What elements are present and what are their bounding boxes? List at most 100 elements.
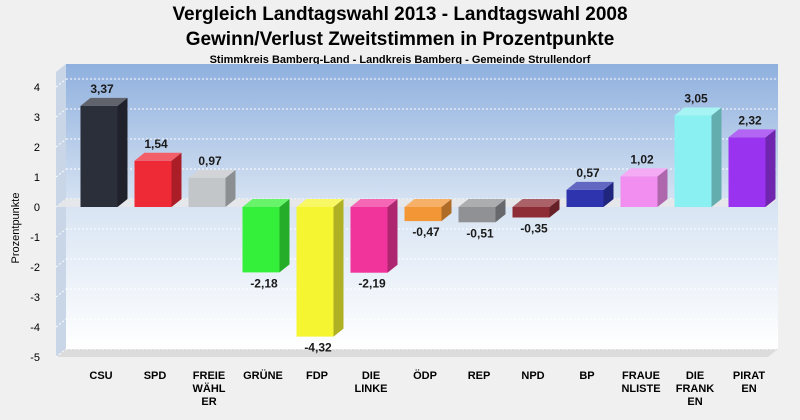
bar bbox=[80, 97, 128, 207]
chart-subtitle-main: Gewinn/Verlust Zweitstimmen in Prozentpu… bbox=[185, 29, 615, 50]
bar-front bbox=[188, 177, 226, 207]
data-label: -2,19 bbox=[358, 277, 386, 291]
bar-top bbox=[350, 199, 398, 207]
bar-top bbox=[674, 107, 722, 116]
data-label: 0,57 bbox=[576, 166, 600, 180]
bar-front bbox=[350, 207, 388, 273]
bar bbox=[512, 199, 560, 218]
chart-subtitle: Stimmkreis Bamberg-Land - Landkreis Bamb… bbox=[209, 54, 591, 66]
x-tick-label: ÖDP bbox=[413, 369, 437, 382]
bar bbox=[188, 169, 236, 207]
bar-front bbox=[674, 115, 712, 207]
bar-top bbox=[566, 181, 614, 190]
bar-front bbox=[620, 176, 658, 207]
bar-top bbox=[458, 199, 506, 207]
bar-front bbox=[134, 160, 172, 207]
bar-side bbox=[657, 168, 668, 207]
y-tick-label: -3 bbox=[30, 292, 40, 304]
bar-front bbox=[296, 207, 334, 337]
value-labels: 3,37 1,54 0,97 -2,18 -4,32 -2,19 -0,47 -0,51 -0,… bbox=[90, 82, 762, 355]
x-tick-label: FDP bbox=[306, 370, 328, 382]
y-tick-label: 0 bbox=[34, 202, 40, 214]
bar-front bbox=[728, 137, 766, 207]
data-label: 3,05 bbox=[684, 92, 708, 106]
bar bbox=[458, 199, 506, 223]
data-label: 2,32 bbox=[738, 113, 762, 127]
bar-top bbox=[242, 199, 290, 207]
bar bbox=[674, 107, 722, 207]
data-label: 3,37 bbox=[90, 82, 114, 96]
x-tick-label: SPD bbox=[144, 370, 167, 382]
x-tick-label: GRÜNE bbox=[243, 369, 283, 382]
x-tick-label: PIRAT bbox=[733, 370, 765, 382]
y-tick-label: 4 bbox=[34, 82, 40, 94]
bar bbox=[350, 199, 398, 273]
bars-group bbox=[80, 97, 776, 337]
bar-top bbox=[404, 199, 452, 207]
plot-floor bbox=[56, 349, 778, 357]
data-label: -0,35 bbox=[520, 222, 548, 236]
bar-side bbox=[765, 129, 776, 207]
y-tick-label: -1 bbox=[30, 232, 40, 244]
bar-front bbox=[242, 207, 280, 273]
x-tick-label: EN bbox=[741, 383, 756, 395]
data-label: 1,54 bbox=[144, 137, 168, 151]
x-tick-label: FREIE bbox=[193, 370, 225, 382]
y-tick-label: 3 bbox=[34, 112, 40, 124]
bar-front bbox=[566, 189, 604, 207]
x-tick-label: EN bbox=[687, 396, 702, 408]
bar-side bbox=[387, 199, 398, 273]
x-tick-label: ER bbox=[201, 396, 216, 408]
y-tick-label: -2 bbox=[30, 262, 40, 274]
bar bbox=[620, 168, 668, 207]
bar-side bbox=[441, 199, 452, 222]
bar-top bbox=[80, 97, 128, 106]
x-tick-label: REP bbox=[468, 370, 491, 382]
x-tick-label: WÄHL bbox=[193, 382, 226, 395]
bar-side bbox=[495, 199, 506, 223]
bar-top bbox=[620, 168, 668, 177]
x-tick-label: DIE bbox=[686, 370, 704, 382]
bar-side bbox=[333, 199, 344, 337]
x-tick-label: FRANK bbox=[676, 383, 715, 395]
bar-front bbox=[80, 105, 118, 207]
data-label: -0,51 bbox=[466, 226, 494, 240]
x-tick-label: FRAUE bbox=[622, 370, 660, 382]
bar-front bbox=[512, 207, 550, 218]
chart-title: Vergleich Landtagswahl 2013 - Landtagswa… bbox=[172, 4, 628, 25]
x-tick-label: NPD bbox=[521, 370, 544, 382]
y-tick-label: -4 bbox=[30, 322, 40, 334]
x-tick-label: NLISTE bbox=[621, 383, 660, 395]
bar-top bbox=[728, 129, 776, 138]
bar-front bbox=[458, 207, 496, 223]
data-label: 0,97 bbox=[198, 154, 222, 168]
x-tick-label: LINKE bbox=[355, 383, 388, 395]
bar-side bbox=[603, 181, 614, 207]
x-tick-label: BP bbox=[579, 370, 594, 382]
bar-top bbox=[296, 199, 344, 207]
plot-side-wall bbox=[56, 64, 66, 357]
y-tick-label: -5 bbox=[30, 352, 40, 364]
bar-top bbox=[188, 169, 236, 178]
bar-side bbox=[171, 152, 182, 207]
bar bbox=[242, 199, 290, 273]
bar bbox=[404, 199, 452, 222]
bar-top bbox=[134, 152, 182, 161]
bar-top bbox=[512, 199, 560, 207]
bar-side bbox=[117, 97, 128, 207]
bar-side bbox=[711, 107, 722, 207]
bar-front bbox=[404, 207, 442, 222]
x-tick-label: DIE bbox=[362, 370, 380, 382]
y-axis-ticks: 4 3 2 1 0 -1 -2 -3 -4 -5 bbox=[30, 82, 40, 364]
data-label: -2,18 bbox=[250, 276, 278, 290]
data-label: 1,02 bbox=[630, 152, 654, 166]
bar-side bbox=[279, 199, 290, 273]
bar bbox=[296, 199, 344, 337]
bar bbox=[728, 129, 776, 207]
bar bbox=[134, 152, 182, 207]
data-label: -0,47 bbox=[412, 225, 440, 239]
data-label: -4,32 bbox=[304, 341, 332, 355]
bar-side bbox=[225, 169, 236, 207]
